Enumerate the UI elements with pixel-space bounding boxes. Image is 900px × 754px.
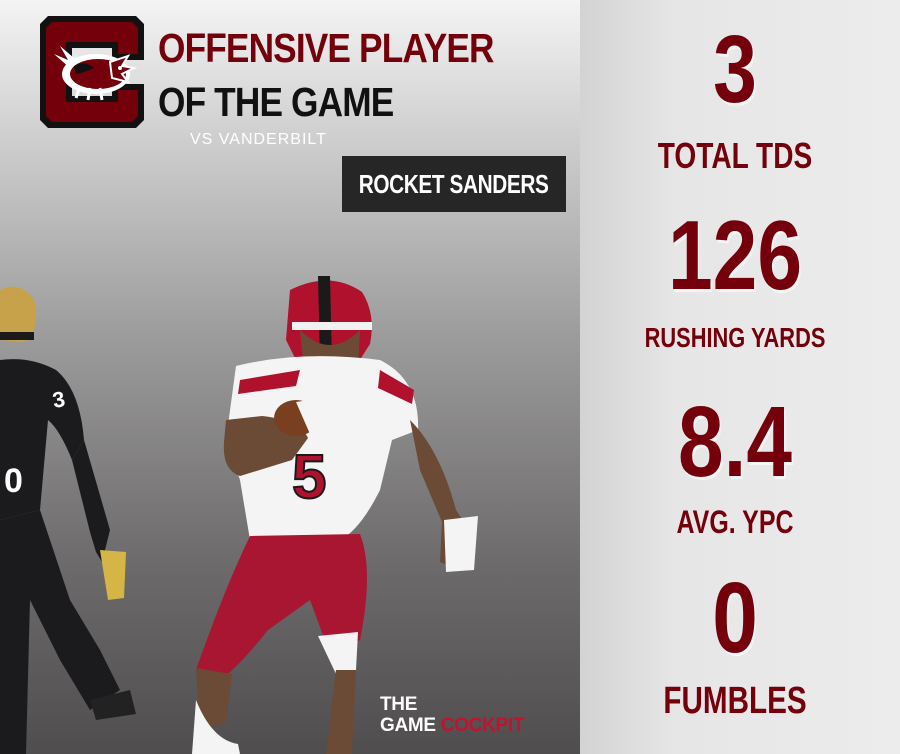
watermark-accent: COCKPIT [440, 715, 525, 737]
stat-label-avg-ypc: AVG. YPC [676, 504, 794, 540]
stat-label-rushing-yards: RUSHING YARDS [644, 322, 826, 353]
player-photo-panel: OFFENSIVE PLAYER OF THE GAME VS VANDERBI… [0, 0, 580, 754]
svg-text:5: 5 [292, 443, 326, 512]
stat-label-total-tds: TOTAL TDS [657, 135, 813, 176]
stat-label-fumbles: FUMBLES [663, 680, 807, 722]
title-line-2: OF THE GAME [158, 79, 394, 125]
stat-value-fumbles: 0 [712, 562, 758, 674]
title-line-1: OFFENSIVE PLAYER [158, 25, 495, 71]
brand-watermark: THE GAME COCKPIT [380, 694, 524, 737]
gamecock-logo-icon [40, 16, 144, 128]
player-name: ROCKET SANDERS [359, 168, 549, 199]
stat-value-total-tds: 3 [713, 16, 757, 123]
watermark-main: GAME [380, 715, 441, 737]
svg-text:0: 0 [4, 462, 23, 500]
watermark-line-2: GAME COCKPIT [380, 715, 524, 736]
watermark-line-1: THE [380, 694, 418, 715]
stat-value-avg-ypc: 8.4 [677, 386, 792, 498]
svg-text:3: 3 [51, 386, 67, 413]
runner-figure: 5 [192, 276, 478, 754]
player-photo: 3 0 5 [0, 276, 478, 754]
stats-panel [580, 0, 900, 754]
stat-value-rushing-yards: 126 [667, 200, 803, 310]
defender-figure: 3 0 [0, 286, 136, 754]
player-name-plate: ROCKET SANDERS [342, 156, 566, 212]
opponent-label: VS VANDERBILT [190, 131, 327, 148]
